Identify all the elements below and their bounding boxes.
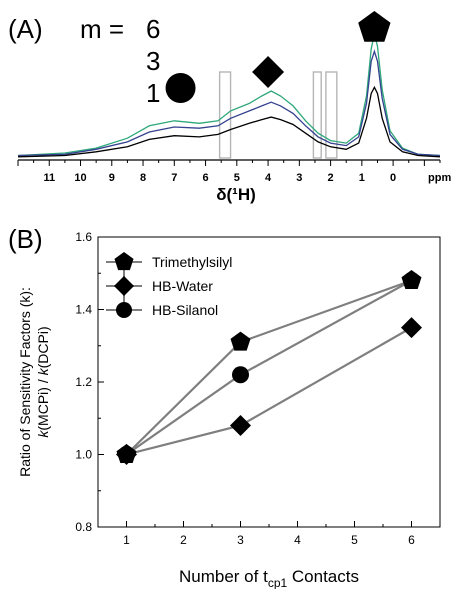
spectrum-tick-label: 0 bbox=[390, 172, 396, 184]
trimethylsilyl-point bbox=[230, 331, 251, 351]
m-value-3: 3 bbox=[146, 46, 160, 76]
spectrum-tick-label: 5 bbox=[234, 172, 240, 184]
m-value-1: 1 bbox=[146, 78, 160, 108]
spectra bbox=[17, 33, 441, 158]
spectrum-ticks: 11 10 9 8 7 6 5 4 3 2 1 0 bbox=[17, 160, 441, 184]
legend-label: HB-Silanol bbox=[152, 302, 218, 318]
x-tick-label: 3 bbox=[237, 533, 244, 547]
x-tick-label: 5 bbox=[351, 533, 358, 547]
spectrum-m-6 bbox=[17, 33, 441, 157]
highlight-box-3 bbox=[325, 71, 338, 159]
x-axis-label: Number of tcp1 Contacts bbox=[179, 567, 359, 589]
spectrum-m-1 bbox=[17, 85, 441, 158]
y-axis-label-line2: k(MCPi) / k(DCPi) bbox=[35, 326, 51, 437]
hb-silanol-point bbox=[232, 366, 249, 384]
hb-silanol-point bbox=[403, 272, 420, 289]
hb-water-point bbox=[401, 317, 422, 339]
panel-b-label: (B) bbox=[8, 224, 43, 254]
x-label-end: Contacts bbox=[287, 567, 359, 586]
x-tick-label: 1 bbox=[123, 533, 130, 547]
legend-hb-silanol-icon bbox=[116, 302, 132, 318]
y-label-k2: k bbox=[35, 367, 51, 375]
m-label: m = bbox=[80, 14, 124, 44]
spectrum-m-3 bbox=[17, 49, 441, 157]
x-tick-label: 4 bbox=[294, 533, 301, 547]
highlight-box-2 bbox=[312, 71, 322, 159]
spectrum-tick-label: 8 bbox=[140, 172, 146, 184]
series-line-hb-water bbox=[126, 326, 413, 456]
spectrum-x-axis-label: δ(¹H) bbox=[216, 185, 256, 204]
panel-a: (A) m = 6 3 1 11 10 9 8 7 6 5 4 3 2 1 0 ppm δ(¹H) bbox=[8, 11, 451, 204]
legend-trimethylsilyl-icon bbox=[114, 252, 134, 271]
hb-silanol-point bbox=[118, 446, 135, 463]
y-tick-label: 1.6 bbox=[75, 230, 92, 244]
legend-label: Trimethylsilyl bbox=[152, 254, 232, 270]
pentagon-peak-marker bbox=[358, 11, 391, 42]
y-label-dcpi: (DCPi) bbox=[35, 326, 51, 368]
spectrum-tick-label: 1 bbox=[359, 172, 365, 184]
y-tick-label: 1.4 bbox=[75, 303, 92, 317]
series-markers bbox=[116, 270, 422, 465]
y-axis-label: Ratio of Sensitivity Factors (k): k(MCPi… bbox=[17, 287, 51, 477]
m-value-6: 6 bbox=[146, 14, 160, 44]
y-tick-label: 1.0 bbox=[75, 448, 92, 462]
x-tick-label: 2 bbox=[180, 533, 187, 547]
circle-peak-marker bbox=[165, 73, 196, 103]
spectrum-tick-label: 7 bbox=[171, 172, 177, 184]
spectrum-tick-label: 6 bbox=[202, 172, 208, 184]
y-axis: 0.8 1.0 1.2 1.4 1.6 bbox=[75, 230, 104, 534]
plot-frame bbox=[97, 236, 441, 528]
spectrum-tick-label: 4 bbox=[265, 172, 272, 184]
legend-hb-water-icon bbox=[114, 276, 134, 296]
highlight-boxes bbox=[218, 71, 338, 159]
peak-markers bbox=[165, 11, 391, 103]
spectrum-tick-label: 3 bbox=[296, 172, 302, 184]
diamond-peak-marker bbox=[252, 56, 285, 88]
hb-water-point bbox=[230, 415, 251, 436]
highlight-box-1 bbox=[218, 71, 232, 159]
y-label-mcpi: (MCPi) / bbox=[35, 375, 51, 430]
y-label-k1: k bbox=[35, 430, 51, 438]
legend-label: HB-Water bbox=[152, 278, 213, 294]
ppm-unit: ppm bbox=[428, 172, 451, 184]
legend: Trimethylsilyl HB-Water HB-Silanol bbox=[106, 252, 232, 318]
panel-b: (B) 0.8 1.0 1.2 1.4 1.6 1 2 3 4 5 6 Ratio of Sens… bbox=[8, 224, 441, 589]
y-tick-label: 1.2 bbox=[75, 375, 92, 389]
spectrum-tick-label: 10 bbox=[74, 172, 86, 184]
x-tick-label: 6 bbox=[408, 533, 415, 547]
spectrum-tick-label: 2 bbox=[328, 172, 334, 184]
x-label-subscript: cp1 bbox=[268, 576, 288, 589]
y-tick-label: 0.8 bbox=[75, 520, 92, 534]
panel-a-label: (A) bbox=[8, 14, 43, 44]
spectrum-tick-label: 9 bbox=[109, 172, 115, 184]
x-axis: 1 2 3 4 5 6 bbox=[123, 521, 415, 547]
x-label-main: Number of t bbox=[179, 567, 268, 586]
spectrum-tick-label: 11 bbox=[43, 172, 55, 184]
y-axis-label-line1: Ratio of Sensitivity Factors (k): bbox=[17, 287, 33, 477]
